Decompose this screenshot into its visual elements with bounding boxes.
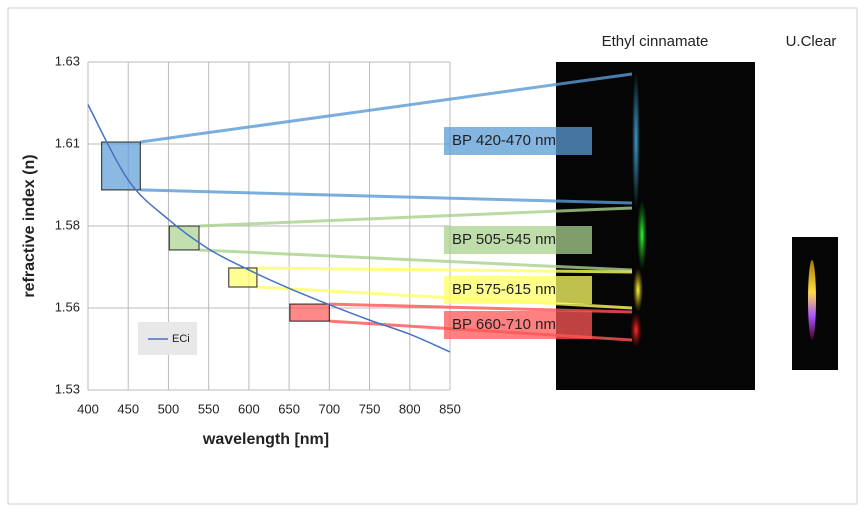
band-box xyxy=(168,225,200,251)
band-label: BP 575-615 nm xyxy=(452,281,556,298)
x-tick-label: 750 xyxy=(359,401,381,416)
y-axis-title: refractive index (n) xyxy=(21,154,38,297)
band-label: BP 660-710 nm xyxy=(452,316,556,333)
x-axis-title: wavelength [nm] xyxy=(202,431,329,448)
x-tick-label: 650 xyxy=(278,401,300,416)
band-label: BP 420-470 nm xyxy=(452,132,556,149)
y-tick-label: 1.56 xyxy=(55,299,80,314)
x-tick-label: 450 xyxy=(117,401,139,416)
x-tick-label: 800 xyxy=(399,401,421,416)
band-box xyxy=(101,141,141,191)
x-tick-label: 600 xyxy=(238,401,260,416)
band-label-bg xyxy=(444,127,592,155)
band-label: BP 505-545 nm xyxy=(452,231,556,248)
x-tick-label: 700 xyxy=(318,401,340,416)
streak xyxy=(630,312,642,348)
streak xyxy=(632,70,640,210)
image-title: Ethyl cinnamate xyxy=(602,33,709,50)
streak xyxy=(633,268,643,312)
streak xyxy=(808,260,816,340)
arrow xyxy=(198,248,633,272)
y-tick-label: 1.63 xyxy=(55,53,80,68)
arrow xyxy=(140,72,633,144)
arrow xyxy=(140,188,633,205)
x-tick-label: 500 xyxy=(158,401,180,416)
streak xyxy=(637,200,647,270)
arrow xyxy=(256,266,633,274)
band-label-bg xyxy=(444,276,592,304)
band-box xyxy=(228,267,258,288)
arrow xyxy=(198,206,633,228)
band-label-bg xyxy=(444,226,592,254)
image-title: U.Clear xyxy=(786,33,837,50)
band-box xyxy=(289,303,330,322)
line xyxy=(87,104,451,353)
y-tick-label: 1.58 xyxy=(55,217,80,232)
y-tick-label: 1.53 xyxy=(55,381,80,396)
legend-label: ECi xyxy=(172,333,190,345)
frame xyxy=(7,7,858,505)
y-tick-label: 1.61 xyxy=(55,135,80,150)
x-tick-label: 850 xyxy=(439,401,461,416)
arrow xyxy=(329,302,633,314)
x-tick-label: 400 xyxy=(77,401,99,416)
x-tick-label: 550 xyxy=(198,401,220,416)
band-label-bg xyxy=(444,311,592,339)
